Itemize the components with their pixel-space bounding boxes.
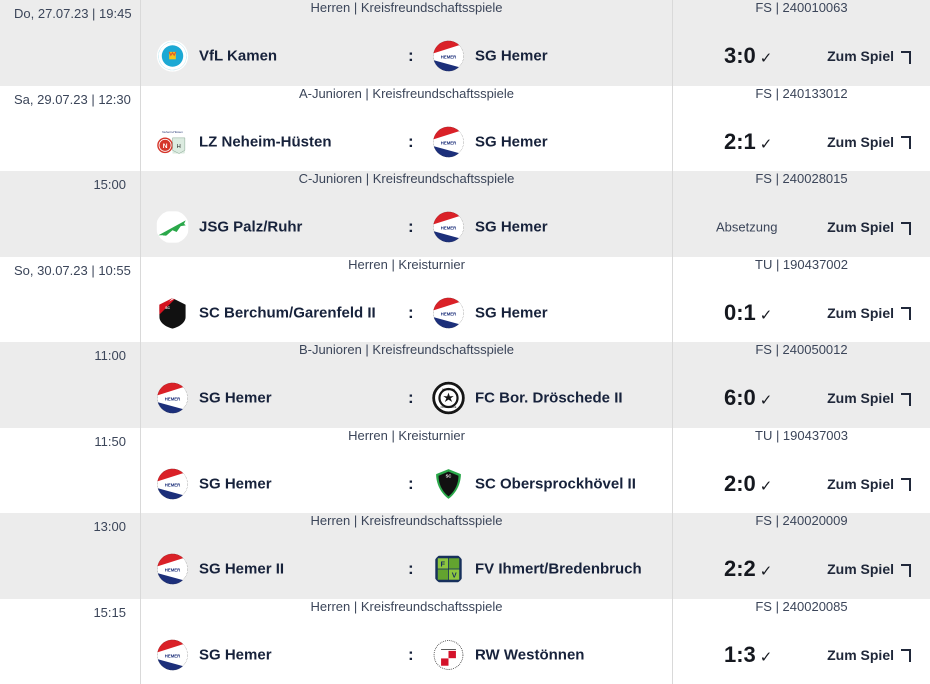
svg-text:V: V	[452, 571, 457, 580]
svg-text:HEMER: HEMER	[165, 397, 180, 402]
svg-text:H: H	[177, 144, 181, 150]
svg-text:HEMER: HEMER	[441, 140, 456, 145]
svg-text:HEMER: HEMER	[441, 311, 456, 316]
svg-text:SC: SC	[165, 306, 170, 310]
svg-text:HEMER: HEMER	[165, 653, 180, 658]
svg-text:SC: SC	[446, 473, 452, 478]
svg-text:N: N	[163, 143, 168, 150]
svg-text:BORUSSIA: BORUSSIA	[442, 389, 455, 392]
svg-text:HEMER: HEMER	[441, 55, 456, 60]
svg-text:F: F	[440, 560, 445, 569]
svg-text:S: S	[163, 231, 167, 238]
svg-text:HEMER: HEMER	[165, 482, 180, 487]
svg-text:Neheim-Hüsten: Neheim-Hüsten	[162, 130, 183, 134]
svg-text:HEMER: HEMER	[165, 568, 180, 573]
svg-text:HEMER: HEMER	[441, 226, 456, 231]
svg-text:DRÖSCHEDE: DRÖSCHEDE	[441, 406, 457, 409]
